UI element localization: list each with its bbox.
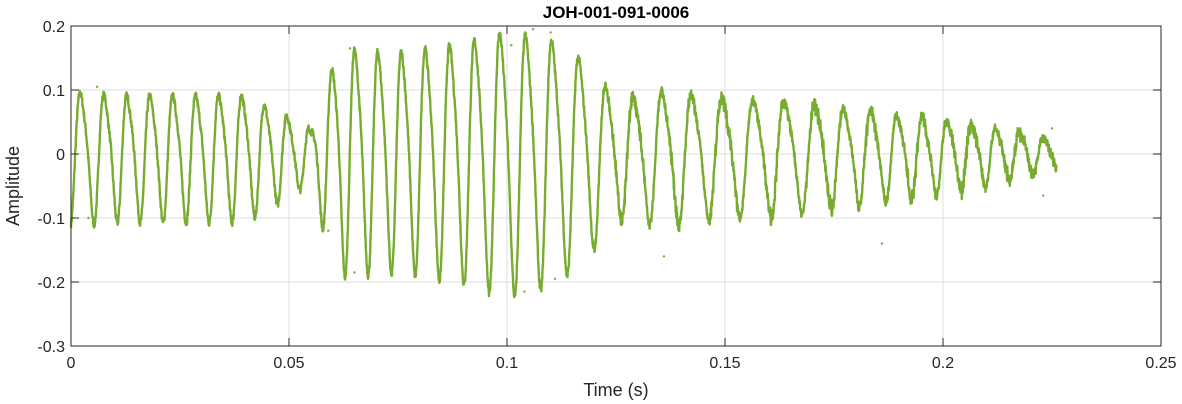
- waveform-line: [69, 31, 1058, 299]
- waveform-peak: [523, 290, 526, 293]
- x-axis-title: Time (s): [583, 380, 648, 400]
- waveform-peak: [327, 229, 330, 232]
- series-layer: [69, 28, 1058, 299]
- waveform-peak: [1050, 127, 1054, 130]
- y-axis-title: Amplitude: [3, 146, 23, 226]
- waveform-peak: [78, 92, 81, 95]
- x-tick-label: 0.2: [932, 355, 954, 372]
- x-tick-label: 0.15: [709, 355, 740, 372]
- x-tick-label: 0.25: [1145, 355, 1176, 372]
- waveform-peak: [353, 271, 356, 274]
- waveform-peak: [95, 85, 99, 89]
- y-tick-label: -0.2: [37, 275, 65, 292]
- waveform-peak: [662, 255, 666, 258]
- waveform-peak: [531, 28, 535, 31]
- chart-title: JOH-001-091-0006: [543, 3, 689, 22]
- waveform-peak: [1042, 194, 1045, 197]
- y-axis: -0.3 -0.2 -0.1 0 0.1 0.2: [37, 19, 1161, 356]
- plot-area: [71, 26, 1161, 346]
- waveform-peak: [549, 31, 552, 34]
- y-tick-label: 0.2: [43, 19, 65, 36]
- x-tick-label: 0: [67, 355, 76, 372]
- y-tick-label: -0.3: [37, 339, 65, 356]
- waveform-peak: [510, 44, 513, 47]
- waveform-peak: [880, 242, 884, 245]
- plot-frame: [70, 25, 1162, 347]
- waveform-peak: [553, 277, 557, 280]
- x-tick-label: 0.1: [496, 355, 518, 372]
- y-tick-label: -0.1: [37, 211, 65, 228]
- waveform-peak: [87, 216, 90, 220]
- x-tick-label: 0.05: [273, 355, 304, 372]
- y-tick-label: 0.1: [43, 83, 65, 100]
- y-tick-label: 0: [56, 147, 65, 164]
- x-axis: 0 0.05 0.1 0.15 0.2 0.25: [67, 26, 1177, 372]
- waveform-peak: [348, 47, 352, 50]
